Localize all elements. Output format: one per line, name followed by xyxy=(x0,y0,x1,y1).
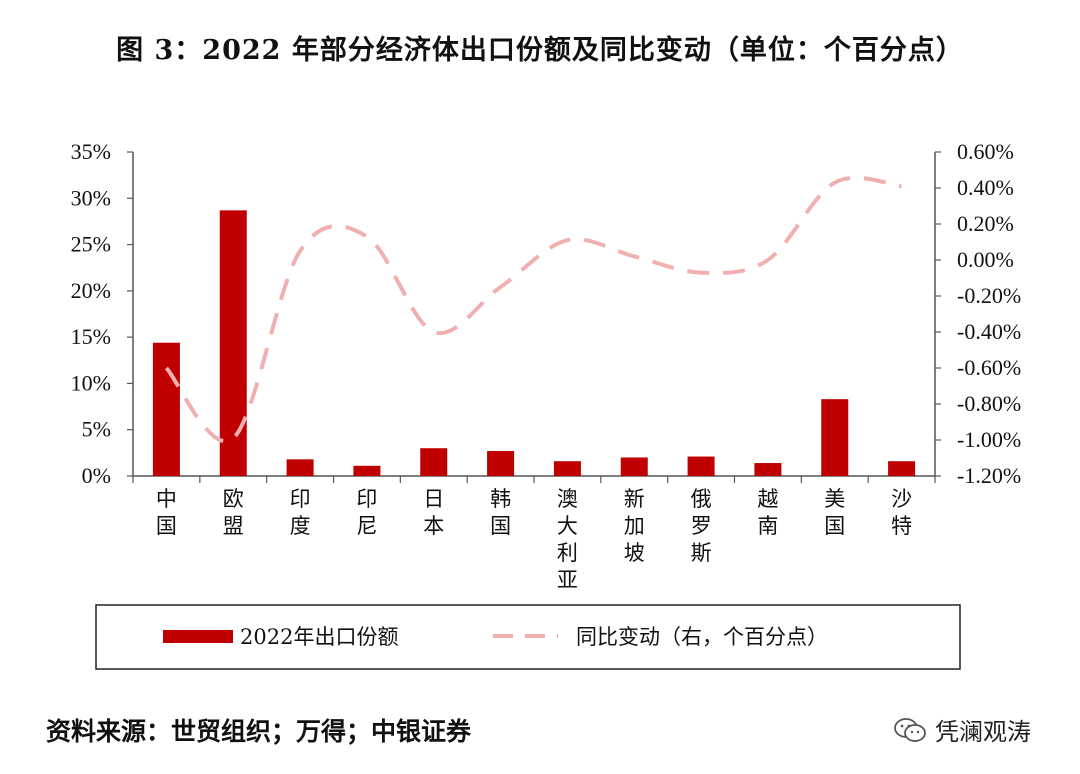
left-tick-label: 0% xyxy=(82,463,111,488)
right-tick-label: -1.00% xyxy=(957,427,1021,452)
chart-svg: 0% 5% 10% 15% 20% 25% 30% 35% -1.20% -1.00% -0.80%… xyxy=(71,139,1021,670)
source-note: 资料来源：世贸组织；万得；中银证券 xyxy=(46,717,472,746)
left-tick-label: 20% xyxy=(71,278,111,303)
bar xyxy=(821,399,849,476)
category-label: 欧 xyxy=(223,487,244,511)
right-tick-label: 0.60% xyxy=(957,139,1014,164)
bar xyxy=(687,456,715,476)
category-label: 大 xyxy=(557,514,578,538)
left-tick-label: 25% xyxy=(71,232,111,257)
category-label: 俄 xyxy=(691,487,712,511)
category-label: 本 xyxy=(423,514,444,538)
category-label: 澳 xyxy=(557,487,578,511)
right-tick-label: -0.40% xyxy=(957,319,1021,344)
category-label: 南 xyxy=(757,514,778,538)
bar xyxy=(219,210,247,476)
category-label: 美 xyxy=(824,487,845,511)
right-tick-label: -1.20% xyxy=(957,463,1021,488)
right-tick-label: -0.60% xyxy=(957,355,1021,380)
category-label: 加 xyxy=(624,514,645,538)
category-label: 新 xyxy=(624,487,645,511)
bar xyxy=(487,451,515,476)
watermark: 凭澜观涛 xyxy=(893,712,1031,747)
legend-bar-swatch xyxy=(163,630,233,643)
left-tick-label: 30% xyxy=(71,185,111,210)
category-label: 利 xyxy=(557,541,578,565)
category-label: 盟 xyxy=(223,514,244,538)
category-label: 印 xyxy=(290,487,311,511)
watermark-text: 凭澜观涛 xyxy=(935,718,1031,746)
category-label: 越 xyxy=(757,487,778,511)
right-tick-label: 0.40% xyxy=(957,175,1014,200)
left-tick-label: 15% xyxy=(71,324,111,349)
line-series xyxy=(164,175,902,444)
right-tick-label: 0.20% xyxy=(957,211,1014,236)
category-label: 沙 xyxy=(891,487,912,511)
bar xyxy=(754,463,782,476)
axes: 0% 5% 10% 15% 20% 25% 30% 35% -1.20% -1.00% -0.80%… xyxy=(71,139,1021,488)
category-label: 亚 xyxy=(557,568,578,592)
left-tick-label: 35% xyxy=(71,139,111,164)
category-label: 国 xyxy=(490,514,511,538)
bar-series xyxy=(152,210,916,476)
wechat-icon xyxy=(894,717,926,742)
legend-line-label: 同比变动（右，个百分点） xyxy=(576,625,828,649)
bar xyxy=(620,457,648,476)
category-label: 特 xyxy=(891,514,912,538)
category-label: 日 xyxy=(423,487,444,511)
bar xyxy=(553,461,581,476)
right-tick-label: 0.00% xyxy=(957,247,1014,272)
left-tick-label: 5% xyxy=(82,417,111,442)
category-label: 罗 xyxy=(691,514,712,538)
bar xyxy=(420,448,448,476)
category-label: 国 xyxy=(156,514,177,538)
bar xyxy=(152,342,180,476)
category-label: 中 xyxy=(156,487,177,511)
bar xyxy=(353,465,381,476)
bar xyxy=(286,459,314,476)
category-label: 韩 xyxy=(490,487,511,511)
right-tick-label: -0.20% xyxy=(957,283,1021,308)
category-label: 尼 xyxy=(356,514,377,538)
bar xyxy=(888,461,916,476)
category-label: 坡 xyxy=(624,541,645,565)
category-label: 国 xyxy=(824,514,845,538)
left-tick-label: 10% xyxy=(71,370,111,395)
legend: 2022年出口份额 同比变动（右，个百分点） xyxy=(95,604,961,670)
legend-bar-label: 2022年出口份额 xyxy=(240,625,398,649)
chart-title: 图 3：2022 年部分经济体出口份额及同比变动（单位：个百分点） xyxy=(116,35,964,66)
legend-box xyxy=(95,604,961,670)
line-series-path xyxy=(164,175,902,444)
category-label: 度 xyxy=(290,514,311,538)
category-label: 印 xyxy=(356,487,377,511)
right-tick-label: -0.80% xyxy=(957,391,1021,416)
category-label: 斯 xyxy=(691,541,712,565)
